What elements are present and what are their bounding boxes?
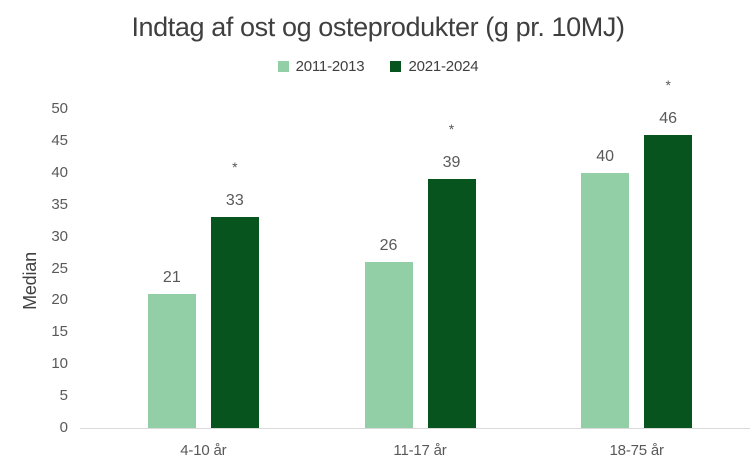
bar-value-label: 39 — [442, 154, 461, 171]
y-tick-label: 20 — [51, 291, 68, 309]
y-tick-label: 50 — [51, 100, 68, 117]
significance-asterisk: * — [448, 121, 455, 137]
legend-item-2021-2024: 2021-2024 — [390, 58, 479, 75]
bar-value-label: 26 — [379, 237, 398, 254]
bar-2011-2013-11-17 år: 26 — [364, 237, 413, 428]
bar-2021-2024-18-75 år: 46 * — [644, 77, 693, 428]
bar-group: 40 46 * — [528, 77, 745, 428]
plot-area: 21 33 * 26 39 * 40 46 * — [95, 77, 745, 428]
y-tick-label: 10 — [51, 355, 68, 373]
x-category-label: 11-17 år — [393, 442, 447, 459]
y-axis-title: Median — [20, 252, 40, 310]
bar-value-label: 21 — [162, 269, 181, 286]
y-tick-label: 25 — [51, 259, 68, 277]
legend-swatch-2011-2013-icon — [277, 61, 289, 72]
bar-group: 21 33 * — [95, 109, 312, 428]
y-tick-label: 35 — [51, 195, 68, 213]
legend-item-2011-2013: 2011-2013 — [277, 58, 365, 75]
bar-value-label: 46 — [659, 110, 678, 127]
bar-value-label: 33 — [225, 192, 244, 209]
significance-asterisk: * — [232, 159, 238, 175]
y-tick-label: 45 — [51, 131, 68, 149]
x-category-label: 4-10 år — [180, 442, 227, 459]
x-axis-line — [80, 428, 750, 429]
bar-2021-2024-11-17 år: 39 * — [427, 121, 476, 428]
y-tick-label: 0 — [59, 419, 68, 436]
x-axis: 4-10 år 11-17 år 18-75 år — [95, 442, 745, 459]
bar-2021-2024-4-10 år: 33 * — [210, 159, 259, 428]
legend-swatch-2021-2024-icon — [390, 61, 402, 72]
bar-group: 26 39 * — [312, 109, 529, 428]
x-category-label: 18-75 år — [609, 442, 664, 459]
chart-title: Indtag af ost og osteprodukter (g pr. 10… — [131, 12, 625, 42]
bar-2011-2013-4-10 år: 21 — [147, 269, 196, 428]
y-tick-label: 30 — [51, 227, 68, 245]
legend: 2011-2013 2021-2024 — [0, 58, 756, 75]
legend-label-2011-2013: 2011-2013 — [295, 58, 365, 75]
y-tick-label: 5 — [59, 387, 68, 405]
y-tick-label: 40 — [51, 163, 68, 181]
bar-value-label: 40 — [596, 148, 615, 165]
significance-asterisk: * — [665, 77, 671, 93]
y-tick-label: 15 — [51, 323, 68, 341]
bar-2011-2013-18-75 år: 40 — [581, 148, 630, 428]
legend-label-2021-2024: 2021-2024 — [408, 58, 479, 75]
